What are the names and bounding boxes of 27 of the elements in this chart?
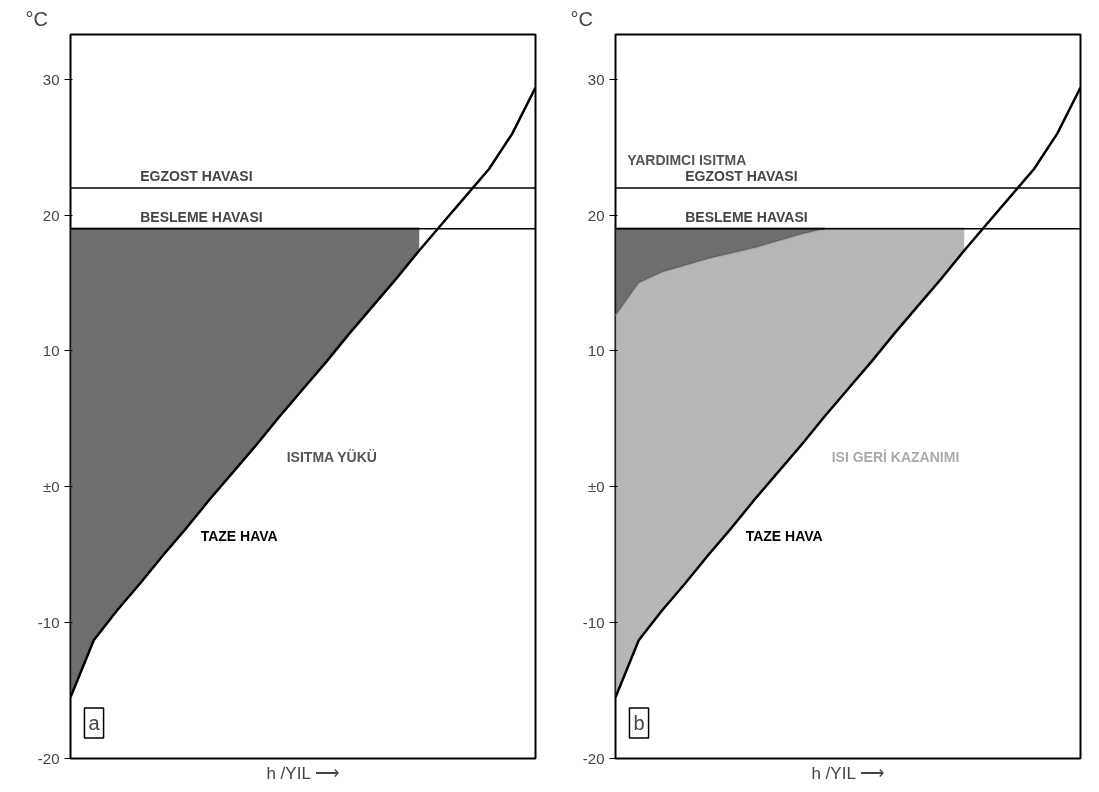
y-axis-title: °C: [570, 7, 593, 30]
y-tick-label: ±0: [587, 478, 605, 496]
ref-line-label: BESLEME HAVASI: [140, 208, 263, 225]
series-label: TAZE HAVA: [200, 527, 278, 544]
y-tick-label: -20: [37, 750, 60, 767]
y-tick-label: -20: [582, 750, 605, 767]
x-axis-title: h /YIL ⟶: [811, 763, 884, 783]
ref-line-label: EGZOST HAVASI: [685, 167, 798, 184]
y-tick-label: -10: [37, 614, 60, 632]
y-tick-label: -10: [582, 614, 605, 632]
x-axis-title: h /YIL ⟶: [266, 763, 339, 783]
text: YARDIMCI ISITMA: [627, 151, 747, 168]
y-tick-label: 10: [42, 342, 60, 360]
annotation: b: [633, 712, 645, 735]
annotation: a: [88, 712, 101, 735]
y-tick-label: 30: [42, 70, 60, 88]
ref-line-label: BESLEME HAVASI: [685, 208, 808, 225]
y-tick-label: ±0: [42, 478, 60, 496]
y-axis-title: °C: [25, 7, 48, 30]
text: ISI GERİ KAZANIMI: [831, 449, 960, 466]
text: ISITMA YÜKÜ: [286, 449, 377, 466]
ref-line-label: EGZOST HAVASI: [140, 167, 253, 184]
y-tick-label: 20: [42, 206, 60, 224]
y-tick-label: 30: [587, 70, 605, 88]
y-tick-label: 20: [587, 206, 605, 224]
y-tick-label: 10: [587, 342, 605, 360]
series-label: TAZE HAVA: [745, 527, 823, 544]
